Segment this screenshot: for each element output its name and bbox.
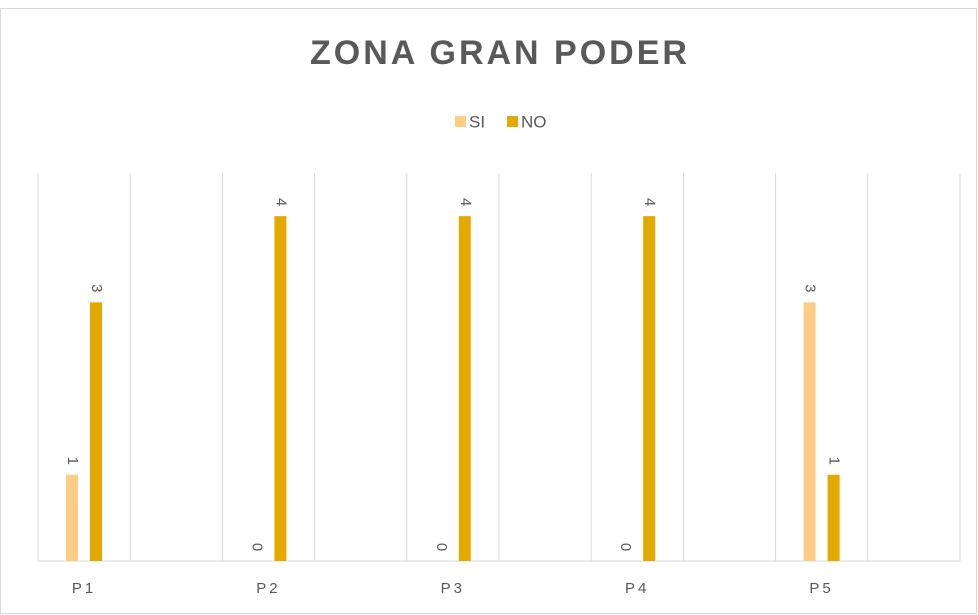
value-label: 3	[802, 284, 819, 292]
bar	[803, 302, 816, 561]
x-tick-label: P2	[256, 580, 280, 597]
x-tick-label: P3	[441, 580, 465, 597]
bar	[827, 474, 840, 561]
chart-title: ZONA GRAN PODER	[310, 34, 690, 72]
value-label: 3	[88, 284, 105, 292]
value-label: 0	[248, 543, 265, 551]
value-label: 4	[272, 198, 289, 206]
value-label: 1	[826, 457, 843, 465]
value-label: 4	[641, 198, 658, 206]
x-tick-label: P5	[809, 580, 833, 597]
value-label: 0	[433, 543, 450, 551]
value-label: 1	[64, 457, 81, 465]
legend-label: SI	[469, 112, 485, 131]
value-label: 0	[617, 543, 634, 551]
x-tick-label: P1	[72, 580, 96, 597]
legend-swatch	[455, 116, 466, 127]
bar	[90, 302, 102, 561]
x-tick-label: P4	[625, 580, 649, 597]
value-label: 4	[457, 198, 474, 206]
bar	[66, 474, 78, 561]
legend-label: NO	[521, 112, 547, 131]
bar	[643, 216, 656, 561]
bar	[458, 216, 471, 561]
legend-swatch	[507, 116, 518, 127]
bar	[274, 216, 287, 561]
